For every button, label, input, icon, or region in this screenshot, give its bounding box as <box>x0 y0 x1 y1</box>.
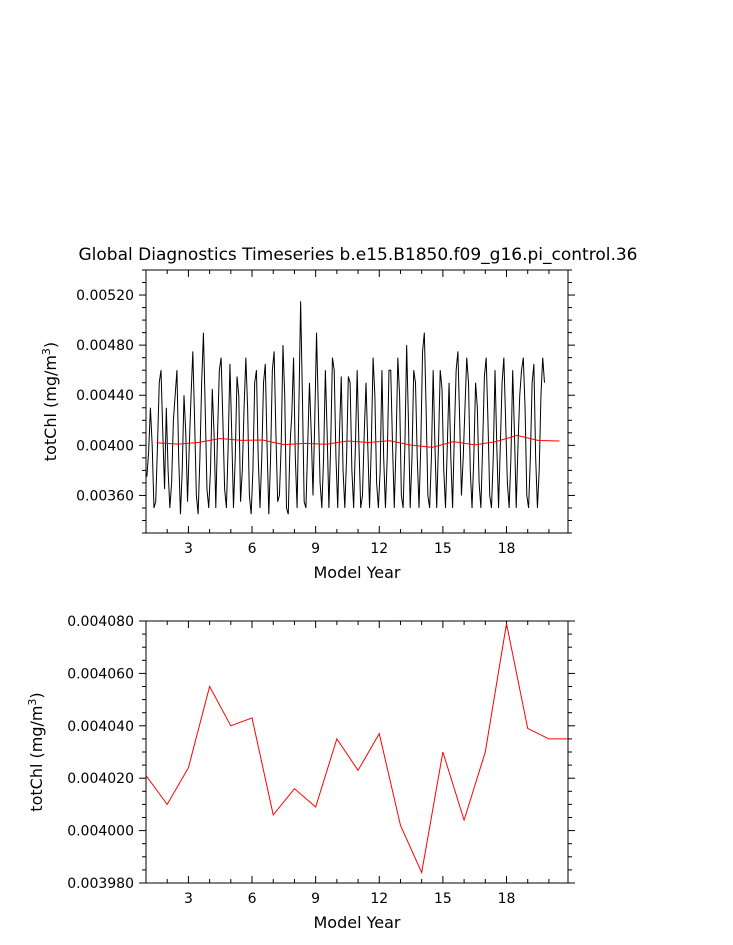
x-axis-label: Model Year <box>314 563 401 582</box>
y-tick-label: 0.00520 <box>76 288 134 304</box>
x-tick-label: 6 <box>248 541 257 557</box>
x-tick-label: 6 <box>248 891 257 907</box>
x-tick-label: 15 <box>434 891 452 907</box>
y-tick-label: 0.004080 <box>67 614 134 630</box>
y-axis-label: totChl (mg/m3) <box>26 692 46 811</box>
chart-title: Global Diagnostics Timeseries b.e15.B185… <box>79 245 638 265</box>
x-tick-label: 3 <box>184 891 193 907</box>
x-tick-label: 18 <box>498 891 516 907</box>
y-tick-label: 0.004000 <box>67 824 134 840</box>
y-tick-label: 0.004020 <box>67 771 134 787</box>
y-tick-label: 0.00400 <box>76 438 134 454</box>
x-tick-label: 12 <box>370 891 388 907</box>
x-tick-label: 15 <box>434 541 452 557</box>
plot-frame <box>145 620 569 884</box>
plot-frame <box>145 269 569 534</box>
x-axis-label: Model Year <box>314 913 401 932</box>
y-tick-label: 0.004040 <box>67 719 134 735</box>
x-tick-label: 9 <box>311 541 320 557</box>
top-panel: 3 6 9 12 15 18 0.00360 0.00400 0.00440 0.00480 0.0… <box>40 269 575 582</box>
y-axis-label: totChl (mg/m3) <box>40 342 60 461</box>
x-tick-label: 18 <box>498 541 516 557</box>
x-tick-label: 3 <box>184 541 193 557</box>
series-line-annual <box>146 623 568 875</box>
x-tick-label: 12 <box>370 541 388 557</box>
series-line-annual <box>156 434 560 448</box>
y-tick-label: 0.00480 <box>76 338 134 354</box>
y-tick-label: 0.00440 <box>76 388 134 404</box>
bottom-panel: 3 6 9 12 15 18 0.003980 0.004000 0.004020 0.00404… <box>26 614 575 932</box>
y-tick-label: 0.004060 <box>67 666 134 682</box>
series-line-monthly <box>146 301 545 515</box>
y-tick-label: 0.003980 <box>67 876 134 892</box>
y-tick-label: 0.00360 <box>76 488 134 504</box>
x-tick-label: 9 <box>311 891 320 907</box>
